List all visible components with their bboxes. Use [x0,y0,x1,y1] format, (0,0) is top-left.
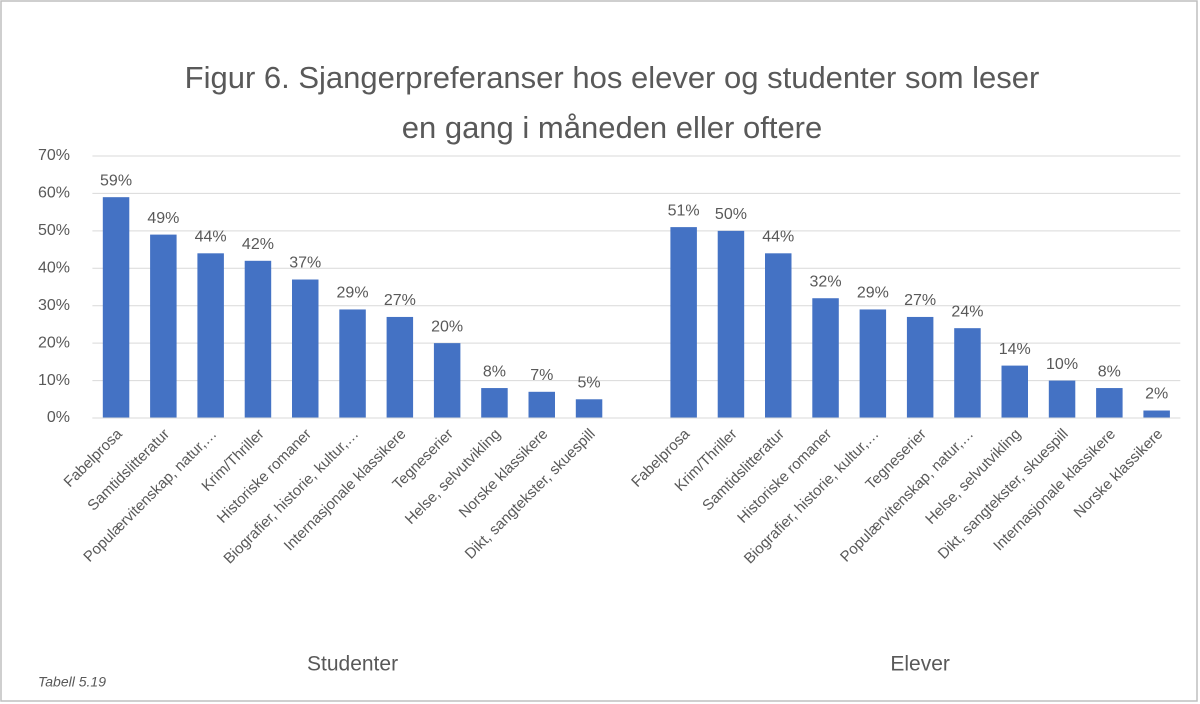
bar [670,227,697,418]
data-label: 29% [337,285,369,302]
bar [575,399,603,418]
chart-title: en gang i måneden eller oftere [402,110,823,145]
data-label: 44% [195,229,227,246]
bar [859,309,887,418]
data-label: 59% [100,172,132,189]
data-label: 44% [762,229,794,246]
data-label: 29% [857,285,889,302]
y-tick-label: 70% [38,147,70,164]
bar [433,343,461,418]
bar [717,230,745,418]
bar [1143,410,1170,418]
bar [812,298,839,418]
bar [906,316,934,418]
bar [1001,365,1028,418]
data-label: 20% [431,318,463,335]
y-tick-label: 40% [38,260,70,277]
bar [339,309,366,418]
data-label: 14% [999,341,1031,358]
group-label: Studenter [307,653,398,676]
y-tick-label: 0% [47,409,70,426]
data-label: 2% [1145,386,1168,403]
bar [765,253,792,418]
data-label: 32% [810,273,842,290]
bar [292,279,319,418]
bar [528,391,555,418]
data-label: 37% [289,255,321,272]
y-tick-label: 20% [38,334,70,351]
data-label: 8% [483,363,506,380]
bar [102,197,130,418]
note: Tabell 5.19 [38,674,106,690]
bar [1096,388,1123,418]
data-label: 24% [951,303,983,320]
group-label: Elever [890,653,950,676]
data-label: 49% [147,210,179,227]
chart-title: Figur 6. Sjangerpreferanser hos elever o… [185,60,1040,95]
bar [481,388,508,418]
bar [954,328,981,418]
y-tick-label: 30% [38,297,70,314]
data-label: 27% [384,292,416,309]
bar [386,316,414,418]
data-label: 42% [242,236,274,253]
bar [244,260,272,418]
data-label: 10% [1046,356,1078,373]
data-label: 27% [904,292,936,309]
y-tick-label: 10% [38,372,70,389]
bar [150,234,177,418]
data-label: 7% [530,367,553,384]
y-tick-label: 50% [38,222,70,239]
bar [1048,380,1076,418]
y-tick-label: 60% [38,185,70,202]
bar [197,253,224,418]
data-label: 5% [577,375,600,392]
data-label: 50% [715,206,747,223]
data-label: 51% [668,202,700,219]
data-label: 8% [1098,363,1121,380]
